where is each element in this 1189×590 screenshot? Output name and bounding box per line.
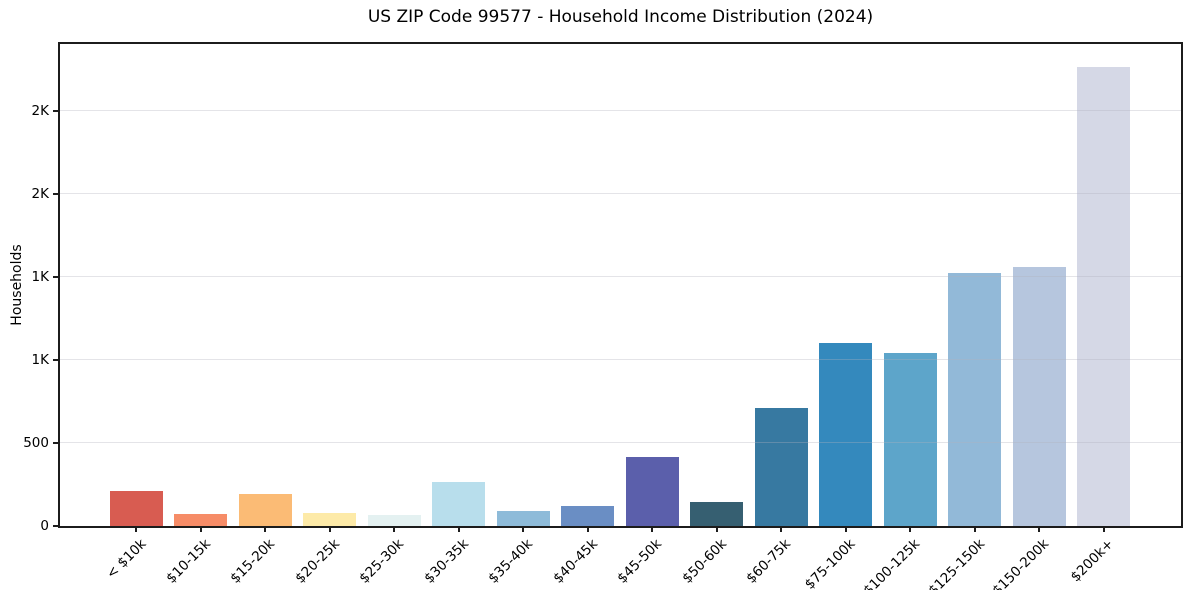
x-tick-label: $15-20k: [227, 536, 279, 587]
y-tick-label: 1K: [31, 351, 49, 368]
bar-150-200k: [1012, 267, 1066, 526]
bar-45-50k: [625, 456, 679, 526]
bar-100-125k: [883, 353, 937, 526]
plot-area: [58, 42, 1183, 528]
y-tick-mark: [53, 525, 59, 527]
gridline-2000: [60, 193, 1181, 195]
x-tick-label: < $10k: [103, 536, 150, 583]
x-tick-label: $150-200k: [989, 536, 1053, 590]
bar-10k: [109, 491, 163, 526]
gridline-1500: [60, 276, 1181, 278]
bar-30-35k: [432, 481, 485, 526]
x-tick-mark: [328, 526, 331, 532]
x-tick-mark: [457, 526, 460, 532]
x-tick-label: $10-15k: [163, 536, 214, 587]
x-tick-label: $30-35k: [421, 536, 472, 587]
x-tick-label: $45-50k: [614, 536, 666, 587]
y-tick-mark: [53, 192, 59, 195]
x-tick-mark: [199, 526, 202, 532]
bar-50-60k: [690, 501, 743, 526]
x-tick-label: $20-25k: [292, 536, 343, 587]
x-tick-mark: [1102, 526, 1105, 532]
x-tick-mark: [1038, 526, 1040, 532]
bar-15-20k: [238, 494, 292, 526]
x-tick-mark: [973, 526, 976, 532]
y-tick-mark: [53, 109, 59, 112]
gridline-2500: [60, 110, 1181, 112]
bar-75-100k: [819, 343, 872, 526]
bar-35-40k: [496, 511, 550, 526]
bar-200k: [1077, 66, 1130, 526]
gridline-500: [60, 442, 1181, 444]
y-tick-label: 2K: [31, 102, 49, 119]
bar-25-30k: [367, 514, 421, 526]
chart-title: US ZIP Code 99577 - Household Income Dis…: [367, 7, 874, 27]
y-axis-label: Households: [9, 244, 25, 326]
y-tick-mark: [53, 441, 59, 444]
y-tick-label: 2K: [31, 185, 49, 202]
bar-20-25k: [303, 512, 356, 526]
x-tick-mark: [651, 526, 653, 532]
bar-60-75k: [754, 408, 808, 526]
bar-40-45k: [561, 505, 614, 526]
y-tick-label: 0: [40, 518, 49, 534]
x-tick-label: $60-75k: [743, 536, 795, 587]
x-tick-label: $35-40k: [485, 536, 537, 587]
bar-125-150k: [948, 272, 1001, 526]
x-tick-label: $75-100k: [802, 536, 859, 590]
x-tick-label: $40-45k: [550, 536, 601, 587]
x-tick-mark: [586, 526, 589, 532]
y-tick-mark: [53, 275, 59, 278]
x-tick-mark: [909, 526, 911, 532]
x-tick-label: $200k+: [1067, 536, 1117, 586]
y-tick-mark: [53, 358, 59, 361]
x-tick-label: $50-60k: [679, 536, 730, 587]
x-tick-label: $125-150k: [925, 536, 988, 590]
x-tick-mark: [844, 526, 847, 532]
x-tick-mark: [715, 526, 718, 532]
x-tick-mark: [780, 526, 782, 532]
y-tick-label: 1K: [31, 268, 49, 285]
x-tick-label: $100-125k: [860, 536, 924, 590]
x-tick-mark: [522, 526, 524, 532]
bar-10-15k: [174, 514, 227, 526]
y-tick-label: 500: [23, 434, 49, 451]
x-tick-mark: [135, 526, 137, 532]
gridline-1000: [60, 359, 1181, 361]
x-tick-mark: [393, 526, 395, 532]
x-tick-mark: [264, 526, 266, 532]
x-tick-label: $25-30k: [356, 536, 408, 587]
